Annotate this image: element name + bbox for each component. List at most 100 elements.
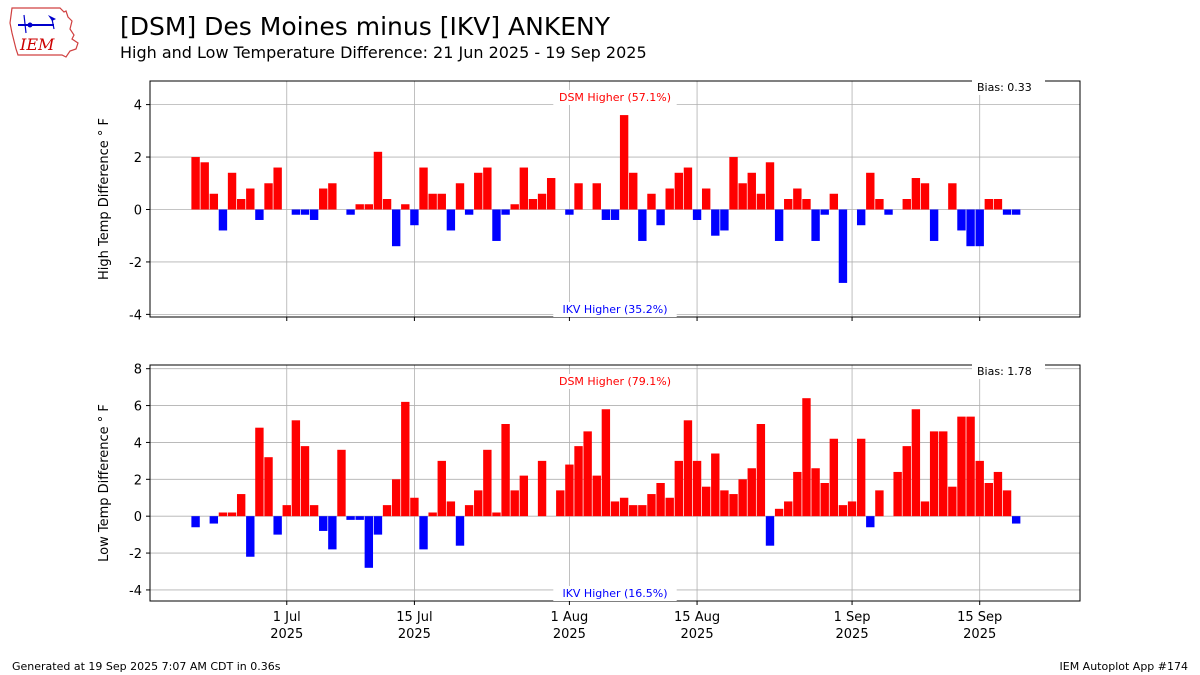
panel1-bar [610, 209, 620, 220]
panel2-bar [537, 460, 547, 517]
panel1-bar [291, 209, 301, 215]
panel2-x-tick-label: 15 Sep [957, 610, 1002, 625]
panel1-bar [820, 209, 829, 215]
panel1-bar [711, 209, 720, 236]
panel2-bar [464, 505, 474, 517]
panel2-bar [948, 486, 957, 517]
chart-title: [DSM] Des Moines minus [IKV] ANKENY [120, 12, 611, 41]
panel2-ikv-higher-annotation: IKV Higher (16.5%) [562, 587, 667, 600]
panel2-bar [264, 457, 273, 517]
panel1-bar [720, 209, 729, 231]
panel1-bar [519, 167, 529, 210]
panel2-bar [738, 479, 747, 517]
panel1-bar [784, 199, 793, 210]
panel2-bar [774, 508, 784, 517]
panel2-bar [829, 438, 839, 517]
panel1-y-tick-label: -2 [129, 256, 142, 271]
panel1-bar [373, 151, 383, 210]
panel1-bar [747, 172, 756, 210]
panel2-bar [683, 420, 693, 517]
panel1-bar [273, 167, 282, 210]
panel2-bar [820, 483, 829, 517]
panel1-bar [683, 167, 693, 210]
panel1-bar [501, 209, 510, 215]
panel2-bar [1002, 490, 1012, 517]
panel1-bar [218, 209, 228, 231]
panel2-bar [665, 497, 674, 517]
panel2-bar [601, 409, 611, 517]
panel1-bar [437, 193, 446, 210]
panel2-bar [319, 516, 328, 531]
panel1-bar [410, 209, 419, 226]
panel2-bar [911, 409, 921, 517]
panel1-bar [565, 209, 574, 215]
panel2-x-tick-label: 1 Jul [273, 610, 301, 625]
panel1-bar [474, 172, 483, 210]
panel1-bar [446, 209, 456, 231]
panel1-bar [546, 178, 556, 210]
panel2-bar [565, 464, 574, 517]
panel2-bar [1011, 516, 1021, 524]
panel1-bar [483, 167, 492, 210]
panel2-bar [793, 471, 802, 517]
panel2-bar [838, 505, 848, 517]
panel1-bar [738, 183, 747, 210]
panel2-x-tick-year: 2025 [553, 627, 586, 642]
panel1-bar [200, 162, 209, 210]
app-id: IEM Autoplot App #174 [1059, 660, 1189, 673]
panel1-bar [209, 193, 219, 210]
panel2-bar [701, 486, 711, 517]
panel1-y-tick-label: 2 [134, 151, 142, 166]
panel2-bar [920, 501, 930, 517]
panel1-bar [911, 178, 921, 210]
panel1-dsm-higher-annotation-box [553, 90, 677, 105]
panel2-x-tick-year: 2025 [398, 627, 431, 642]
panel1-bar [419, 167, 428, 210]
panel1-y-axis-label: High Temp Difference ° F [97, 118, 112, 280]
panel2-dsm-higher-annotation-box [553, 374, 677, 389]
panel1-bar [255, 209, 264, 220]
panel2-bar [929, 431, 939, 517]
panel2-bar [218, 512, 228, 517]
panel2-y-tick-label: 2 [134, 473, 142, 488]
panel2-bar [893, 471, 902, 517]
panel1-ikv-higher-annotation: IKV Higher (35.2%) [562, 303, 667, 316]
panel2-y-tick-label: 0 [134, 510, 142, 525]
panel1-ikv-higher-annotation-box [553, 302, 677, 317]
panel1-bar [401, 204, 410, 210]
panel1-dsm-higher-annotation: DSM Higher (57.1%) [559, 91, 671, 104]
panel2-bar [519, 475, 529, 517]
panel2-bar [428, 512, 437, 517]
panel2-bar [291, 420, 301, 517]
panel1-bar [455, 183, 465, 210]
panel1-bar [191, 157, 200, 210]
panel1-bar [875, 199, 884, 210]
panel1-bar [729, 157, 738, 210]
panel2-bar [592, 475, 601, 517]
panel1-bar [774, 209, 784, 241]
panel2-bar [866, 516, 875, 528]
panel1-bar [464, 209, 474, 215]
panel1-bar [674, 172, 684, 210]
panel1-bar [300, 209, 310, 215]
panel2-bar [984, 483, 994, 517]
panel1-bar [601, 209, 611, 220]
panel1-bar [884, 209, 893, 215]
panel1-bar [309, 209, 319, 220]
logo-text: IEM [19, 35, 55, 54]
panel1-bar [319, 188, 328, 210]
panel1-bar [984, 199, 994, 210]
panel2-bar [337, 449, 346, 517]
panel1-y-tick-label: -4 [129, 308, 142, 323]
panel1-bar [537, 193, 547, 210]
panel2-bar [373, 516, 383, 535]
panel2-bar [902, 446, 911, 517]
panel1-bar [592, 183, 601, 210]
panel2-bar [756, 424, 766, 517]
panel2-bar [401, 401, 410, 517]
panel2-bar [492, 512, 501, 517]
panel2-bar [629, 505, 638, 517]
panel2-bar [474, 490, 483, 517]
panel1-bar [756, 193, 766, 210]
panel1-bar [227, 172, 237, 210]
